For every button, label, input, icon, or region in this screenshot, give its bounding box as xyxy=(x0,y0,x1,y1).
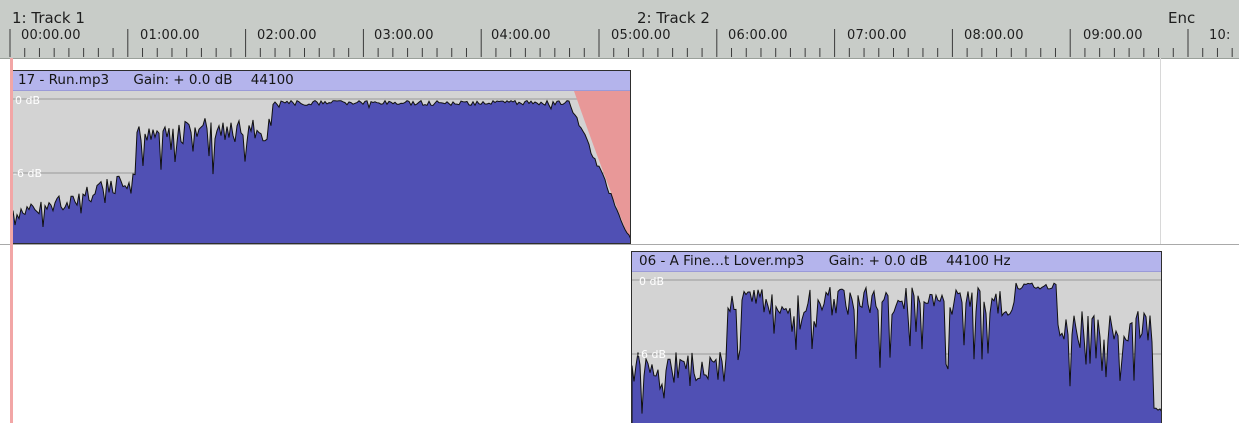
waveform-path xyxy=(11,99,630,243)
db-label-top: 0 dB xyxy=(15,94,41,107)
ruler-tick-label: 05:00.00 xyxy=(611,28,671,43)
region-file-name: 06 - A Fine…t Lover.mp3 xyxy=(639,253,805,269)
region-sample-rate: 44100 xyxy=(250,72,294,88)
fade-out-curve xyxy=(574,91,630,241)
playhead-cursor[interactable] xyxy=(10,58,13,423)
region-header[interactable]: 06 - A Fine…t Lover.mp3 Gain: + 0.0 dB 4… xyxy=(632,252,1161,272)
ruler-tick-label: 01:00.00 xyxy=(140,28,200,43)
ruler-tick-label: 02:00.00 xyxy=(257,28,317,43)
audio-region-run[interactable]: 17 - Run.mp3 Gain: + 0.0 dB 44100 0 dB -… xyxy=(10,70,631,244)
waveform-path xyxy=(632,282,1161,423)
ruler-tick-label: 10: xyxy=(1209,28,1231,43)
ruler-tick-label: 08:00.00 xyxy=(964,28,1024,43)
region-file-name: 17 - Run.mp3 xyxy=(18,72,110,88)
timeline-ruler[interactable]: 1: Track 1 2: Track 2 Enc 00:00.00 01:00… xyxy=(0,0,1239,59)
region-sample-rate: 44100 Hz xyxy=(946,253,1011,269)
db-label-mid: -6 dB xyxy=(637,348,666,361)
region-waveform xyxy=(632,279,1161,423)
end-marker-line xyxy=(1160,58,1161,244)
region-gain: Gain: + 0.0 dB xyxy=(828,253,928,269)
marker-2-label[interactable]: 2: Track 2 xyxy=(637,9,710,27)
audio-region-a-fine-lover[interactable]: 06 - A Fine…t Lover.mp3 Gain: + 0.0 dB 4… xyxy=(631,251,1162,423)
region-header[interactable]: 17 - Run.mp3 Gain: + 0.0 dB 44100 xyxy=(11,71,630,91)
ruler-ticks xyxy=(9,29,1233,57)
end-marker-label[interactable]: Enc xyxy=(1168,9,1196,27)
marker-1-label[interactable]: 1: Track 1 xyxy=(12,9,85,27)
region-gain: Gain: + 0.0 dB xyxy=(133,72,233,88)
db-label-mid: -6 dB xyxy=(13,167,42,180)
track-separator xyxy=(0,244,1239,245)
ruler-tick-label: 00:00.00 xyxy=(21,28,81,43)
db-label-top: 0 dB xyxy=(639,275,665,288)
ruler-tick-label: 04:00.00 xyxy=(491,28,551,43)
ruler-tick-label: 03:00.00 xyxy=(374,28,434,43)
ruler-tick-label: 06:00.00 xyxy=(728,28,788,43)
ruler-tick-label: 09:00.00 xyxy=(1083,28,1143,43)
region-waveform xyxy=(11,91,630,243)
ruler-tick-label: 07:00.00 xyxy=(847,28,907,43)
